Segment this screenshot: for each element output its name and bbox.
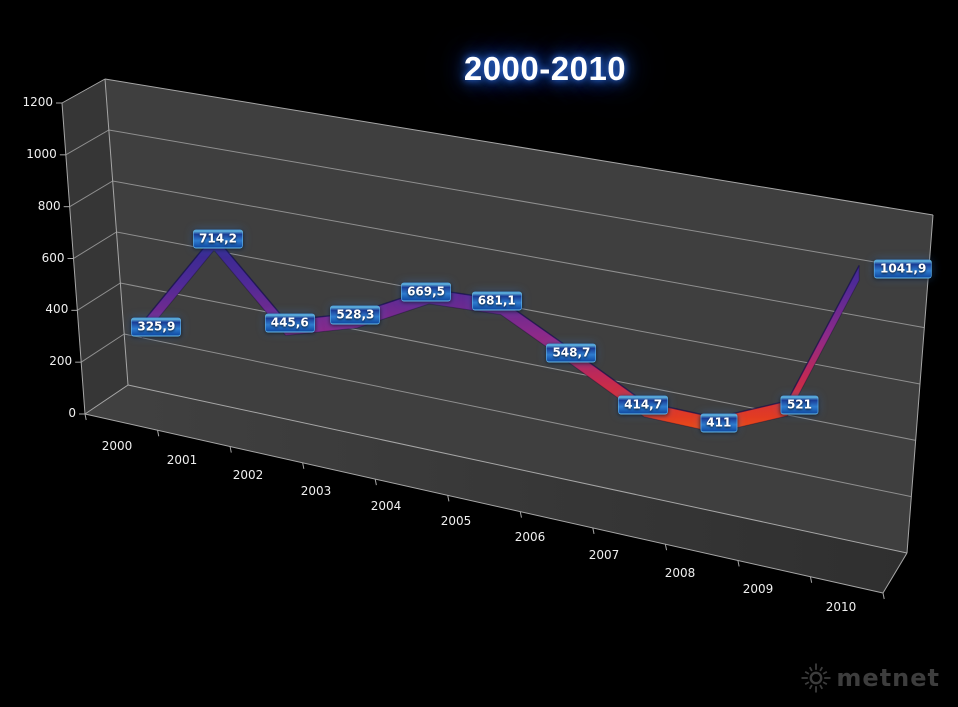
x-axis-label: 2009	[735, 582, 781, 597]
x-axis-label: 2002	[225, 468, 271, 483]
data-label: 681,1	[472, 291, 522, 310]
y-axis-label: 800	[21, 199, 61, 214]
sun-icon	[798, 661, 832, 695]
x-axis-label: 2000	[94, 439, 140, 454]
x-axis-label: 2010	[818, 600, 864, 615]
sun-ray	[824, 672, 828, 674]
data-label: 445,6	[265, 314, 315, 333]
y-axis-label: 400	[28, 302, 68, 317]
x-axis-label: 2005	[433, 514, 479, 529]
x-tick	[448, 495, 449, 501]
sun-ray	[821, 667, 823, 671]
sun-ray	[810, 685, 812, 689]
data-label: 1041,9	[874, 260, 932, 279]
sun-ray	[806, 682, 810, 684]
data-label: 548,7	[546, 344, 596, 363]
logo: metnet	[798, 661, 940, 695]
x-tick	[158, 430, 159, 436]
x-tick	[593, 528, 594, 534]
x-axis-label: 2001	[159, 453, 205, 468]
data-label: 411	[700, 413, 737, 432]
x-tick	[85, 414, 86, 420]
x-axis-label: 2008	[657, 566, 703, 581]
x-axis-label: 2003	[293, 484, 339, 499]
data-label: 714,2	[193, 230, 243, 249]
y-axis-label: 1200	[13, 95, 53, 110]
y-axis-label: 200	[32, 354, 72, 369]
x-tick	[883, 593, 884, 599]
x-tick	[303, 463, 304, 469]
data-label: 521	[781, 395, 818, 414]
data-label: 414,7	[618, 395, 668, 414]
x-axis-label: 2004	[363, 499, 409, 514]
y-axis-label: 0	[36, 406, 76, 421]
sun-ray	[821, 685, 823, 689]
sun-ray	[810, 667, 812, 671]
x-axis-label: 2006	[507, 530, 553, 545]
data-label: 669,5	[401, 282, 451, 301]
x-tick	[375, 479, 376, 485]
data-label: 528,3	[330, 305, 380, 324]
x-tick	[230, 447, 231, 453]
x-tick	[810, 577, 811, 583]
x-axis-label: 2007	[581, 548, 627, 563]
y-axis-label: 1000	[17, 147, 57, 162]
x-tick	[520, 512, 521, 518]
sun-ray	[824, 682, 828, 684]
data-label: 325,9	[131, 317, 181, 336]
y-axis-label: 600	[25, 251, 65, 266]
slide: 2000-2010 020040060080010001200200020012…	[0, 0, 958, 707]
chart-3d-canvas	[0, 0, 958, 707]
x-tick	[665, 544, 666, 550]
x-tick	[738, 560, 739, 566]
sun-ray	[806, 672, 810, 674]
logo-text: metnet	[836, 664, 940, 692]
